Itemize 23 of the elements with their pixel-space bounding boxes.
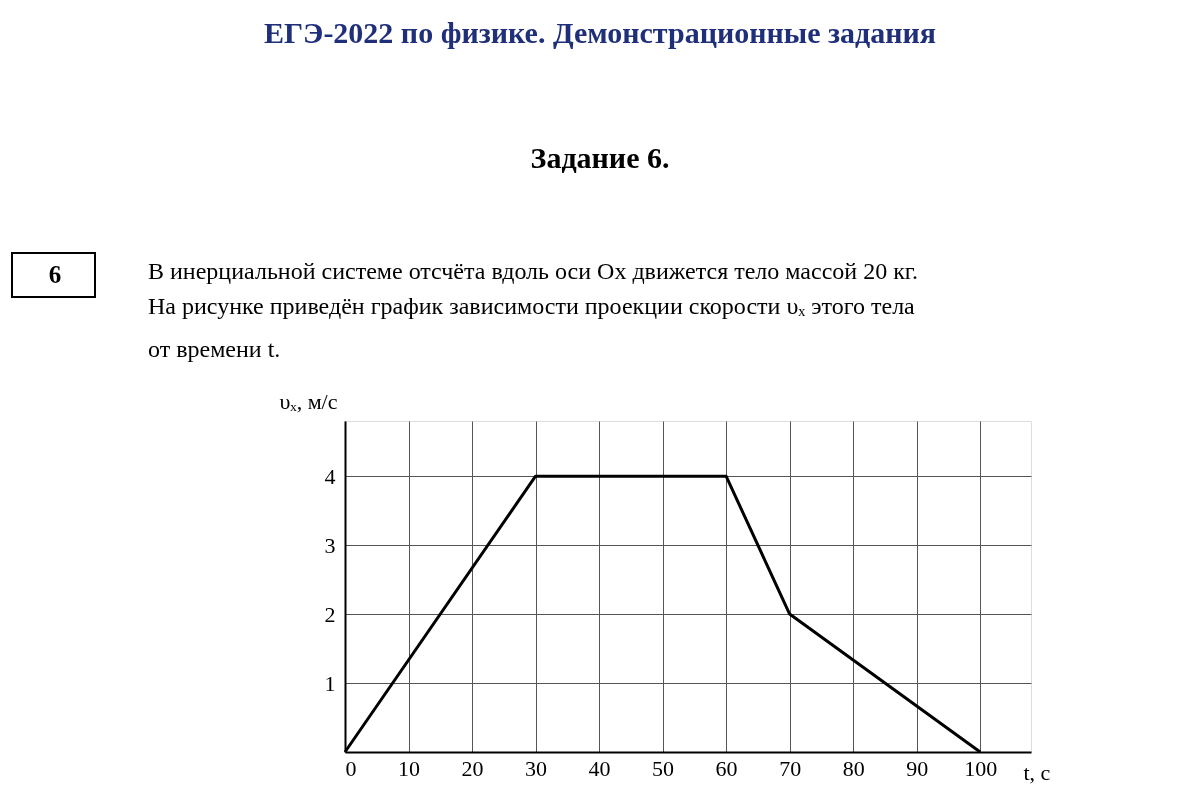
x-tick-label: 0 [345, 755, 357, 781]
x-tick-label: 70 [779, 755, 802, 781]
text: 6 [48, 261, 62, 288]
y-axis-title: υₓ, м/с [279, 388, 338, 414]
text: В инерциальной системе отсчёта вдоль оси Ox движется тело массой 20 кг. [148, 258, 918, 284]
x-tick-label: 20 [461, 755, 484, 781]
y-tick-label: 1 [324, 670, 336, 696]
y-tick-label: 3 [324, 532, 336, 558]
x-tick-label: 40 [588, 755, 611, 781]
chart-subtitle: Задание 6. [530, 141, 670, 174]
x-tick-label: 90 [906, 755, 929, 781]
text: от времени t. [148, 336, 281, 362]
text: На рисунке приведён график зависимости проекции скорости υₓ этого тела [148, 293, 916, 319]
y-tick-label: 4 [324, 463, 336, 489]
x-tick-label: 10 [398, 755, 421, 781]
x-tick-label: 30 [525, 755, 548, 781]
x-tick-label: 60 [715, 755, 738, 781]
chart-title: ЕГЭ-2022 по физике. Демонстрационные задания [263, 16, 937, 49]
x-tick-label: 50 [652, 755, 675, 781]
x-axis-title: t, с [1023, 759, 1051, 785]
x-tick-label: 100 [964, 755, 998, 781]
x-tick-label: 80 [842, 755, 865, 781]
y-tick-label: 2 [324, 601, 336, 627]
